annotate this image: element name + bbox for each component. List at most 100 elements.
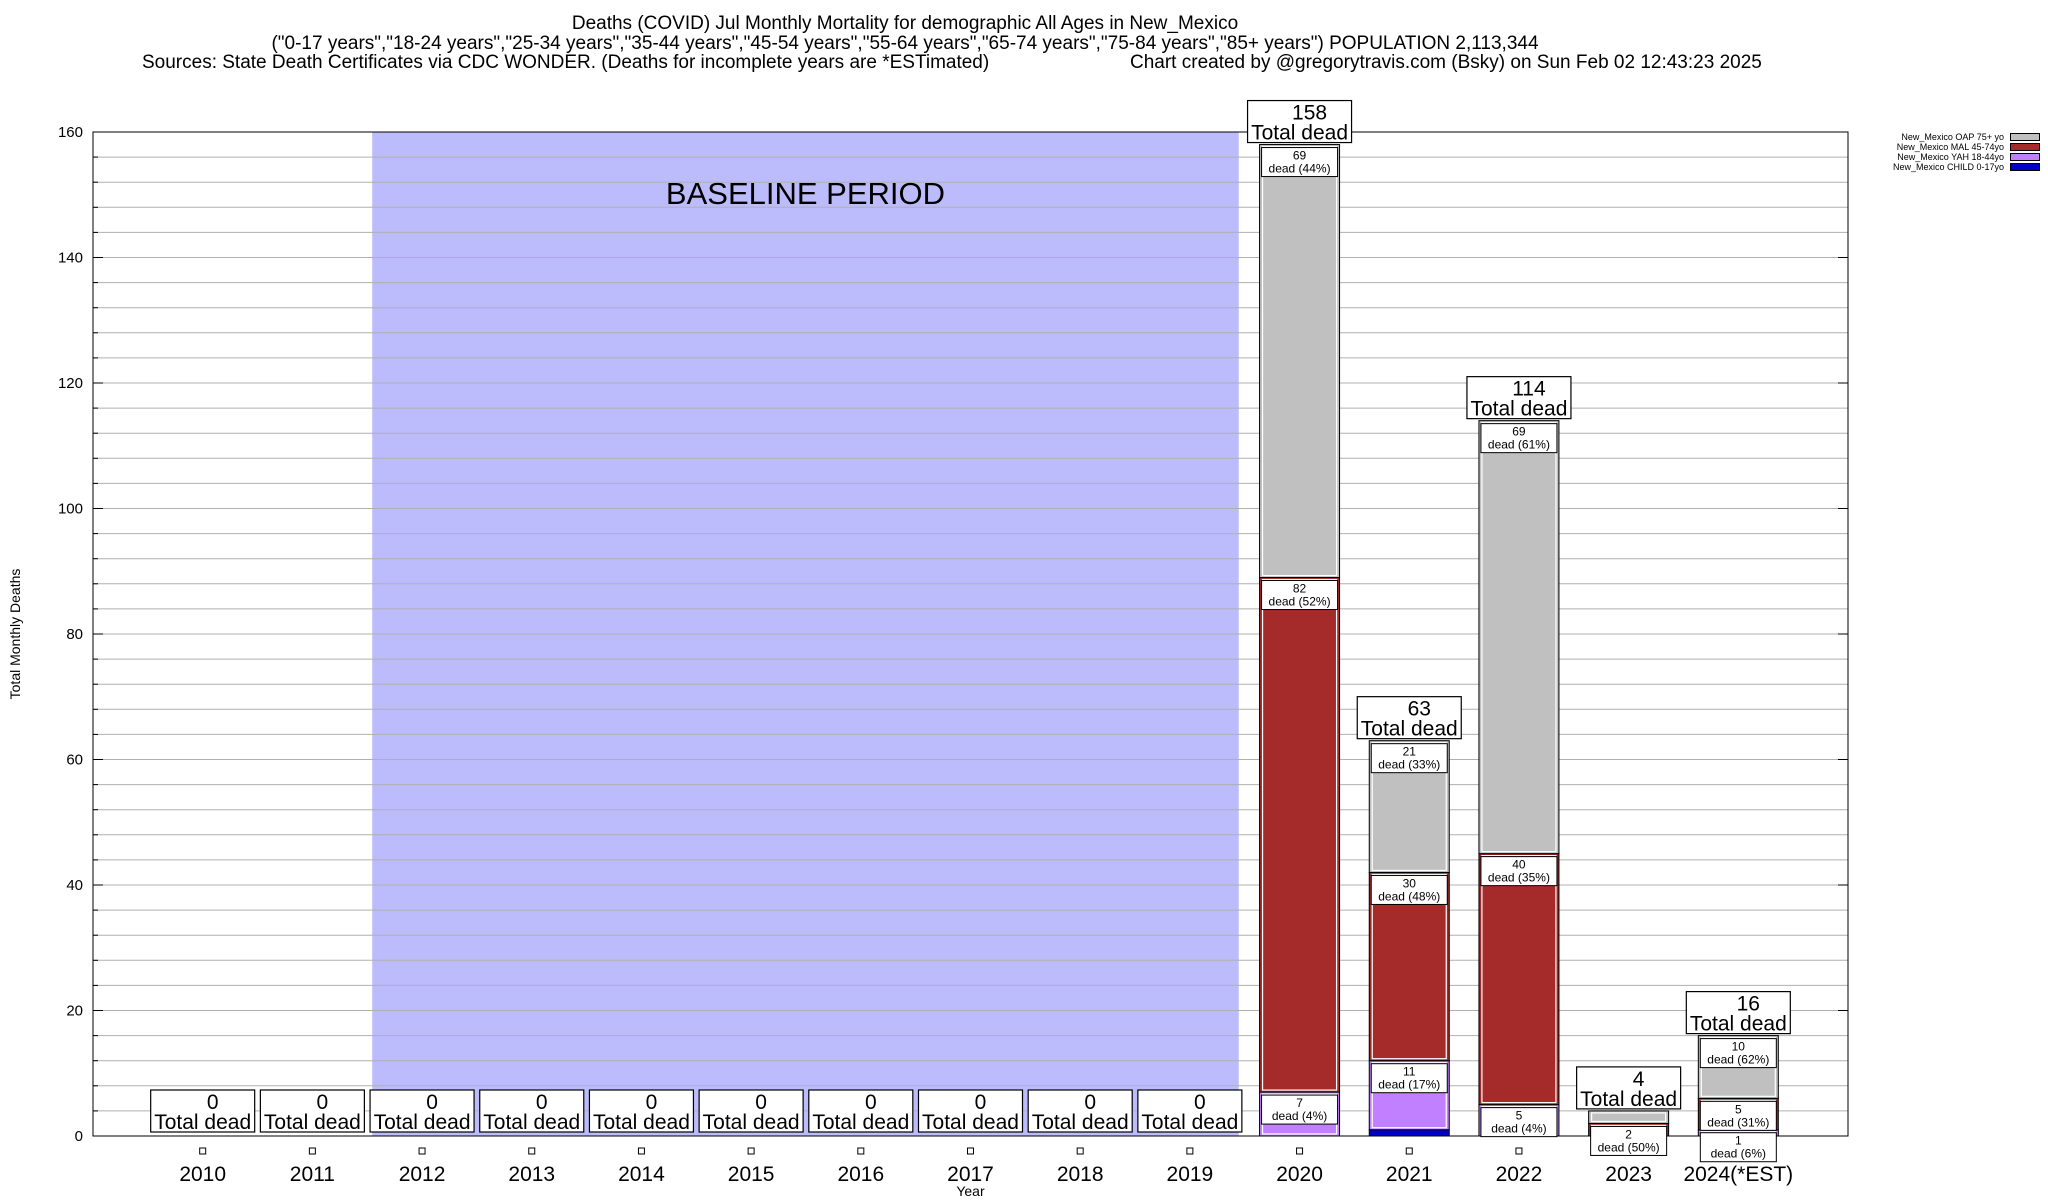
segment-label-box	[1261, 1094, 1339, 1125]
segment-value-label: 2	[1625, 1127, 1632, 1141]
x-tick-label: 2023	[1605, 1163, 1652, 1186]
legend-swatch	[2010, 133, 2040, 141]
bar-segment-inner-outline	[1481, 422, 1557, 853]
y-tick-label: 160	[58, 124, 83, 141]
x-tick-marker	[1186, 1147, 1194, 1155]
total-dead-label: Total dead	[593, 1111, 690, 1134]
segment-value-label: 69	[1512, 425, 1526, 439]
total-label-box	[259, 1089, 365, 1133]
segment-label-box	[1370, 1063, 1448, 1094]
legend-swatch	[2010, 143, 2040, 151]
total-value-label: 114	[1512, 378, 1546, 401]
x-tick-label: 2021	[1386, 1163, 1433, 1186]
y-tick-label: 100	[58, 501, 83, 518]
segment-label-box	[1480, 856, 1558, 887]
segment-value-label: 7	[1296, 1096, 1303, 1110]
total-value-label: 63	[1408, 698, 1431, 721]
total-label-box	[1137, 1089, 1243, 1133]
total-dead-label: Total dead	[483, 1111, 580, 1134]
segment-percent-label: dead (4%)	[1491, 1122, 1546, 1136]
x-tick-label: 2020	[1276, 1163, 1323, 1186]
x-tick-label: 2011	[290, 1163, 335, 1186]
baseline-period-label: BASELINE PERIOD	[666, 176, 945, 211]
total-value-label: 158	[1292, 102, 1327, 125]
segment-label-box	[1480, 1107, 1558, 1138]
x-tick-marker	[1076, 1147, 1084, 1155]
x-axis-title: Year	[956, 1183, 985, 1199]
segment-percent-label: dead (33%)	[1378, 758, 1440, 772]
x-tick-marker	[308, 1147, 316, 1155]
x-tick-label: 2012	[399, 1163, 446, 1186]
x-tick-marker	[199, 1147, 207, 1155]
bar-segment-inner-outline	[1371, 873, 1447, 1060]
segment-label-box	[1370, 874, 1448, 905]
legend-item: New_Mexico OAP 75+ yo	[1893, 132, 2040, 142]
segment-value-label: 11	[1403, 1065, 1416, 1079]
bar-segment-inner-outline	[1481, 855, 1557, 1104]
bar-segment-inner-outline	[1371, 1062, 1447, 1129]
total-label-box	[1685, 990, 1791, 1035]
total-dead-label: Total dead	[154, 1111, 251, 1134]
total-dead-label: Total dead	[1141, 1111, 1238, 1134]
y-tick-label: 120	[58, 375, 83, 392]
bar-segment	[1368, 1129, 1450, 1137]
segment-label-box	[1699, 1132, 1777, 1163]
segment-value-label: 10	[1732, 1040, 1746, 1054]
segment-value-label: 1	[1735, 1134, 1742, 1148]
segment-value-label: 5	[1735, 1102, 1742, 1116]
segment-label-box	[1590, 1125, 1668, 1156]
total-dead-label: Total dead	[374, 1111, 471, 1134]
segment-percent-label: dead (44%)	[1269, 162, 1331, 176]
x-tick-marker	[747, 1147, 755, 1155]
x-tick-label: 2022	[1496, 1163, 1543, 1186]
total-value-label: 16	[1737, 993, 1760, 1016]
segment-value-label: 82	[1293, 582, 1307, 596]
segment-value-label: 5	[1516, 1109, 1523, 1123]
segment-percent-label: dead (50%)	[1598, 1140, 1660, 1154]
total-value-label: 0	[1084, 1091, 1096, 1114]
bar-segment-inner-outline	[1371, 742, 1447, 872]
segment-value-label: 69	[1293, 149, 1307, 163]
x-tick-marker	[967, 1147, 974, 1155]
bar-segment	[1588, 1110, 1670, 1124]
total-label-box	[698, 1089, 804, 1133]
x-tick-label: 2010	[179, 1163, 226, 1186]
total-label-box	[588, 1089, 695, 1133]
legend-item: New_Mexico CHILD 0-17yo	[1893, 162, 2040, 172]
x-tick-marker	[1405, 1147, 1413, 1155]
y-tick-label: 40	[66, 877, 83, 894]
y-axis-title: Total Monthly Deaths	[7, 569, 23, 700]
total-label-box	[1576, 1066, 1682, 1110]
segment-percent-label: dead (48%)	[1378, 889, 1440, 903]
legend-label: New_Mexico MAL 45-74yo	[1896, 142, 2004, 152]
x-tick-label: 2024(*EST)	[1683, 1163, 1793, 1186]
segment-percent-label: dead (61%)	[1488, 438, 1550, 452]
total-dead-label: Total dead	[922, 1111, 1019, 1134]
x-tick-marker	[857, 1147, 865, 1155]
chart-title: Deaths (COVID) Jul Monthly Mortality for…	[571, 13, 1239, 34]
y-tick-label: 0	[75, 1128, 83, 1145]
bar-segment-inner-outline	[1591, 1112, 1667, 1123]
chart-credit: Chart created by @gregorytravis.com (Bsk…	[1130, 52, 1762, 73]
total-value-label: 0	[207, 1091, 219, 1114]
x-tick-label: 2013	[508, 1163, 555, 1186]
x-tick-label: 2016	[837, 1163, 884, 1186]
bar-segment	[1259, 144, 1341, 579]
total-label-box	[150, 1089, 256, 1133]
segment-value-label: 30	[1403, 876, 1417, 890]
total-value-label: 0	[426, 1091, 438, 1114]
chart-sources: Sources: State Death Certificates via CD…	[142, 52, 990, 73]
segment-percent-label: dead (35%)	[1488, 871, 1550, 885]
total-value-label: 0	[646, 1091, 658, 1114]
y-tick-label: 60	[66, 752, 83, 769]
legend-label: New_Mexico CHILD 0-17yo	[1892, 162, 2004, 172]
y-tick-label: 20	[66, 1003, 83, 1020]
segment-label-box	[1261, 580, 1339, 611]
total-dead-label: Total dead	[1470, 398, 1567, 421]
total-label-box	[1246, 99, 1353, 144]
segment-percent-label: dead (4%)	[1272, 1109, 1327, 1123]
y-tick-label: 80	[66, 626, 83, 643]
x-tick-label: 2014	[618, 1163, 665, 1186]
total-dead-label: Total dead	[703, 1111, 800, 1134]
